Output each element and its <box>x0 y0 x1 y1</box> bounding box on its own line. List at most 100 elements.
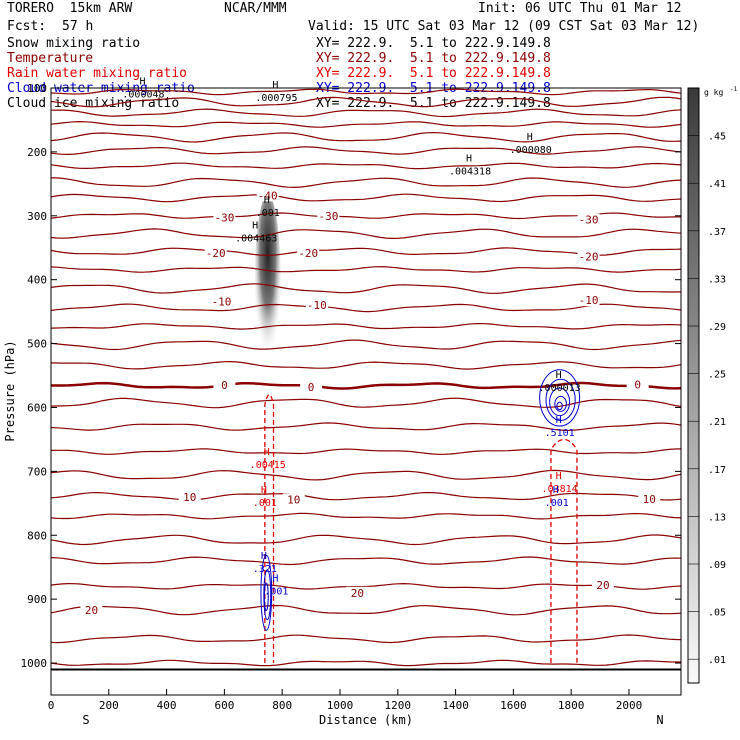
cloud-water-contour <box>263 582 269 612</box>
maximum-H-marker: H <box>261 551 267 562</box>
plot-frame <box>50 87 682 696</box>
x-tick-label: 2000 <box>616 699 643 712</box>
isotherm-label: 20 <box>85 604 98 617</box>
colorbar-label: .25 <box>708 370 726 381</box>
isotherm-line <box>51 228 681 240</box>
model-title: TORERO 15km ARW <box>7 1 133 16</box>
y-tick-label: 1000 <box>21 657 48 670</box>
colorbar-label: .05 <box>708 608 726 619</box>
maximum-value-label: .321 <box>253 564 277 575</box>
maximum-H-marker: H <box>527 132 533 143</box>
isotherm-line <box>51 193 681 203</box>
isotherm-label-bg <box>317 209 340 222</box>
valid-time: Valid: 15 UTC Sat 03 Mar 12 (09 CST Sat … <box>308 19 700 34</box>
isotherm-line <box>51 381 681 390</box>
maximum-value-label: .00415 <box>250 460 286 471</box>
isotherm-line <box>51 146 681 156</box>
y-tick-label: 700 <box>27 465 47 478</box>
isotherm-line <box>51 177 681 189</box>
isotherm-label-bg <box>346 586 369 599</box>
isotherm-line <box>51 469 681 481</box>
cloud-water-contour <box>554 395 567 412</box>
x-tick-label: 1000 <box>327 699 354 712</box>
maximum-value-label: .001 <box>264 586 288 597</box>
isotherm-label-bg <box>204 246 227 259</box>
maximum-H-marker: H <box>553 485 559 496</box>
isotherm-label: -30 <box>318 210 338 223</box>
maximum-value-label: .000048 <box>122 89 164 100</box>
isotherm-line <box>51 247 681 256</box>
y-tick-label: 300 <box>27 210 47 223</box>
maximum-value-label: .000013 <box>539 383 581 394</box>
isotherm-line <box>51 556 681 566</box>
colorbar-label: .41 <box>708 179 726 190</box>
isotherm-line <box>51 108 681 118</box>
colorbar-label: .01 <box>708 655 726 666</box>
legend-rain: Rain water mixing ratio <box>7 66 188 81</box>
isotherm-label-bg <box>638 492 661 505</box>
x-tick-label: 1400 <box>442 699 469 712</box>
isotherm-line <box>51 534 681 546</box>
legend-snow: Snow mixing ratio <box>7 36 141 51</box>
isotherm-label: -10 <box>212 295 232 308</box>
north-label: N <box>656 713 663 727</box>
isotherm-label-bg <box>213 379 236 392</box>
y-tick-label: 900 <box>27 593 47 606</box>
isotherm-line <box>51 360 681 370</box>
maximum-value-label: .004463 <box>235 234 277 245</box>
isotherm-line <box>51 131 681 143</box>
x-tick-label: 0 <box>48 699 55 712</box>
y-tick-label: 200 <box>27 146 47 159</box>
forecast-label: Fcst: <box>7 19 47 34</box>
isotherm-label: 20 <box>596 579 609 592</box>
x-tick-label: 1600 <box>500 699 527 712</box>
maximum-H-marker: H <box>264 195 270 206</box>
forecast-hours: 57 h <box>62 19 94 34</box>
colorbar-label: .13 <box>708 512 726 523</box>
isotherm-label: -20 <box>298 247 318 260</box>
isotherm-label: -10 <box>307 299 327 312</box>
isotherm-label-bg <box>256 189 279 202</box>
isotherm-line <box>51 397 681 409</box>
y-axis-label: Pressure (hPa) <box>3 340 17 441</box>
isotherm-label-bg <box>626 378 649 391</box>
legend-temperature: Temperature <box>7 51 94 66</box>
isotherm-label: -40 <box>258 189 278 202</box>
maximum-H-marker: H <box>466 154 472 165</box>
maximum-H-marker: H <box>139 76 145 87</box>
isotherm-label: -30 <box>214 212 234 225</box>
isotherm-label-bg <box>210 295 233 308</box>
isotherm-label: -20 <box>206 247 226 260</box>
colorbar-label: .21 <box>708 417 726 428</box>
isotherm-line <box>51 283 681 294</box>
isotherm-line <box>51 634 681 644</box>
isotherm-line <box>51 582 681 590</box>
maximum-H-marker: H <box>252 221 258 232</box>
isotherm-line <box>51 512 681 520</box>
isotherm-label-bg <box>178 490 201 503</box>
maximum-value-label: .03814 <box>542 484 578 495</box>
colorbar-label: .37 <box>708 227 726 238</box>
y-tick-label: 800 <box>27 529 47 542</box>
maximum-H-marker: H <box>556 370 562 381</box>
x-tick-label: 200 <box>99 699 119 712</box>
isotherm-line <box>51 491 681 501</box>
init-time: Init: 06 UTC Thu 01 Mar 12 <box>478 1 682 16</box>
cloud-water-contour <box>556 401 563 411</box>
maximum-H-marker: H <box>272 573 278 584</box>
cloud-water-contour <box>545 378 576 422</box>
colorbar-unit-exp: -1 <box>730 86 738 93</box>
maximum-value-label: .001 <box>253 498 277 509</box>
maximum-value-label: .001 <box>545 498 569 509</box>
x-tick-label: 400 <box>157 699 177 712</box>
x-tick-label: 1200 <box>385 699 412 712</box>
isotherm-label: 20 <box>351 587 364 600</box>
isotherm-label: -20 <box>579 251 599 264</box>
y-tick-label: 400 <box>27 274 47 287</box>
isotherm-label: 10 <box>183 491 196 504</box>
isotherm-label: -30 <box>579 214 599 227</box>
colorbar-label: .33 <box>708 274 726 285</box>
isotherm-label-bg <box>282 493 305 506</box>
isotherm-line <box>51 448 681 455</box>
